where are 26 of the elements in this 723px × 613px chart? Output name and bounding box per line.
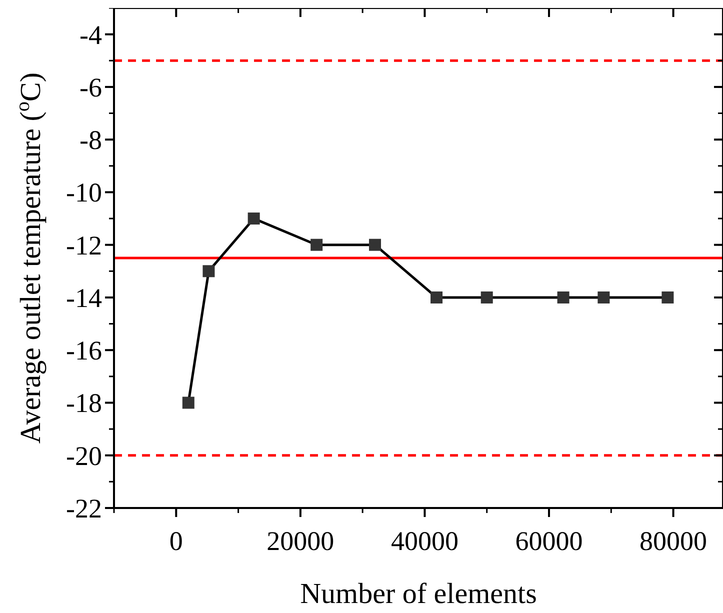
point (202, 265, 215, 278)
y-tick-label: -20 (66, 440, 102, 471)
y-tick-label: -8 (80, 125, 102, 156)
point (248, 212, 260, 225)
x-tick-label: 80000 (640, 526, 708, 556)
y-tick-label: -6 (80, 72, 102, 102)
y-tick-label: -22 (66, 493, 102, 524)
point (310, 238, 323, 251)
point (182, 396, 194, 409)
x-axis-title: Number of elements (300, 578, 537, 610)
x-tick-label: 40000 (390, 526, 458, 556)
point (480, 291, 493, 304)
y-tick-label: -4 (80, 20, 102, 50)
point (430, 291, 443, 304)
x-tick-label: 60000 (515, 526, 583, 556)
point (369, 238, 381, 251)
x-tick-label: 0 (169, 526, 183, 556)
y-tick-label: -16 (66, 336, 102, 366)
point (598, 291, 610, 304)
y-tick-label: -12 (66, 230, 102, 260)
y-tick-label: -10 (66, 178, 102, 208)
point (662, 291, 674, 304)
y-tick-label: -18 (66, 388, 102, 418)
x-tick-label: 20000 (266, 526, 334, 556)
point (557, 291, 570, 304)
y-tick-label: -14 (66, 282, 102, 313)
